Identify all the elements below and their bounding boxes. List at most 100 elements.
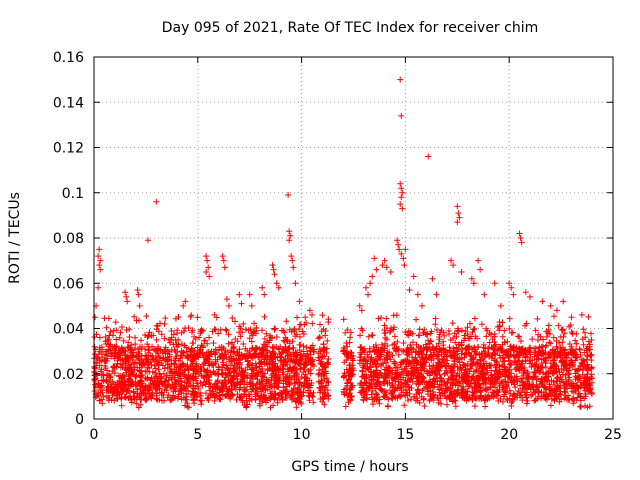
data-point [305, 354, 312, 361]
data-point [227, 362, 234, 369]
data-point [146, 385, 153, 392]
data-point [310, 399, 317, 406]
data-point [165, 392, 172, 399]
data-point [343, 385, 350, 392]
data-point [97, 383, 104, 390]
data-point [321, 353, 328, 360]
data-point [282, 376, 289, 383]
data-point [207, 383, 214, 390]
data-point [295, 386, 302, 393]
data-point [183, 348, 190, 355]
data-point [138, 389, 145, 396]
data-point [305, 368, 312, 375]
data-point [261, 313, 268, 320]
data-point [197, 379, 204, 386]
data-point [143, 313, 150, 320]
data-point [344, 326, 351, 333]
data-point [206, 380, 213, 387]
data-point [284, 381, 291, 388]
data-point [244, 372, 251, 379]
data-point [263, 330, 270, 337]
data-point [124, 388, 131, 395]
data-point [271, 326, 278, 333]
data-point [91, 343, 98, 350]
data-point [168, 336, 175, 343]
data-point [286, 374, 293, 381]
data-point [253, 363, 260, 370]
data-point [266, 365, 273, 372]
data-point [306, 393, 313, 400]
data-point [158, 331, 165, 338]
data-point [254, 376, 261, 383]
data-point [128, 341, 135, 348]
data-point [178, 390, 185, 397]
data-point [96, 334, 103, 341]
data-point [148, 332, 155, 339]
data-point [324, 378, 331, 385]
data-point [205, 394, 212, 401]
data-point [321, 389, 328, 396]
data-point [317, 387, 324, 394]
data-point [286, 340, 293, 347]
data-point [162, 382, 169, 389]
data-point [132, 345, 139, 352]
data-point [306, 377, 313, 384]
data-point [96, 362, 103, 369]
data-point [215, 366, 222, 373]
data-point [299, 328, 306, 335]
data-point [131, 313, 138, 320]
data-point [211, 381, 218, 388]
data-point [284, 368, 291, 375]
data-point [561, 330, 568, 337]
grid [94, 57, 613, 419]
data-point [247, 326, 254, 333]
data-point [103, 340, 110, 347]
data-point [158, 389, 165, 396]
data-point [229, 391, 236, 398]
data-point [204, 340, 211, 347]
data-point [317, 348, 324, 355]
data-point [288, 396, 295, 403]
data-point [340, 373, 347, 380]
data-point [289, 344, 296, 351]
data-point [240, 320, 247, 327]
data-point [133, 372, 140, 379]
data-point [127, 395, 134, 402]
data-point [153, 382, 160, 389]
data-point [267, 381, 274, 388]
data-point [288, 357, 295, 364]
data-point [320, 340, 327, 347]
y-tick-label: 0.04 [53, 322, 84, 338]
data-point [236, 346, 243, 353]
data-point [325, 392, 332, 399]
data-point [125, 378, 132, 385]
data-point [441, 371, 448, 378]
data-point [162, 350, 169, 357]
data-point [210, 391, 217, 398]
data-point [262, 353, 269, 360]
data-point [157, 346, 164, 353]
data-point [111, 343, 118, 350]
data-point [239, 399, 246, 406]
data-point [168, 346, 175, 353]
data-point [182, 402, 189, 409]
data-point [100, 393, 107, 400]
data-point [580, 326, 587, 333]
data-point [219, 370, 226, 377]
data-point [238, 368, 245, 375]
data-point [183, 396, 190, 403]
data-point [249, 365, 256, 372]
data-point [348, 382, 355, 389]
data-point [323, 382, 330, 389]
data-point [184, 353, 191, 360]
data-point [275, 366, 282, 373]
data-point [297, 399, 304, 406]
data-point [316, 345, 323, 352]
data-point [122, 381, 129, 388]
data-point [232, 318, 239, 325]
data-point [340, 316, 347, 323]
data-point [123, 366, 130, 373]
data-point [224, 365, 231, 372]
y-tick-label: 0.06 [53, 276, 84, 292]
data-point [293, 376, 300, 383]
